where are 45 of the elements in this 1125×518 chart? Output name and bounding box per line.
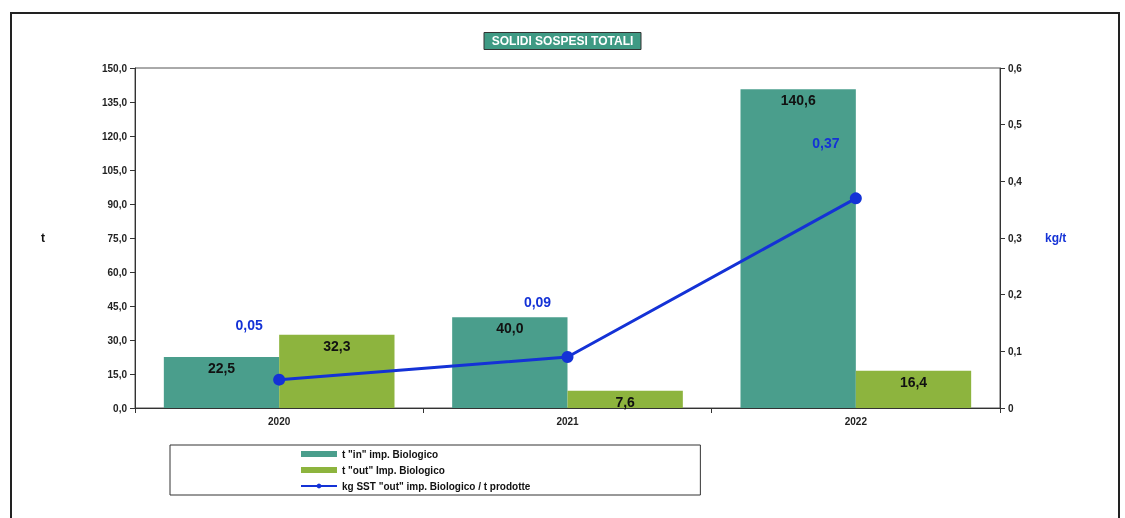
x-tick-label: 2021 xyxy=(556,415,580,427)
y-axis-title: t xyxy=(41,231,45,245)
bar xyxy=(279,334,395,408)
data-label: 16,4 xyxy=(899,373,928,390)
point xyxy=(849,192,862,205)
y2-tick-label: 0,6 xyxy=(1008,62,1023,74)
y-tick-label: 45,0 xyxy=(107,300,128,312)
x-tick-label: 2022 xyxy=(844,415,868,427)
y2-axis-title: kg/t xyxy=(1045,231,1067,245)
bar xyxy=(740,89,856,408)
y-tick-label: 120,0 xyxy=(101,130,128,142)
y-tick-label: 105,0 xyxy=(101,164,128,176)
bar xyxy=(567,390,683,408)
y-tick-label: 15,0 xyxy=(107,368,128,380)
data-label: 7,6 xyxy=(615,393,636,410)
y-tick-label: 150,0 xyxy=(101,62,128,74)
bar xyxy=(855,370,972,408)
legend-label: kg SST "out" imp. Biologico / t prodotte xyxy=(342,480,531,492)
data-label: 32,3 xyxy=(323,337,351,354)
y-tick-label: 135,0 xyxy=(101,96,128,108)
data-label: 22,5 xyxy=(207,360,236,376)
point xyxy=(273,373,286,386)
data-label: 140,6 xyxy=(780,92,816,109)
y-tick-label: 30,0 xyxy=(107,334,128,346)
y-tick-label: 0,0 xyxy=(113,402,128,414)
chart-title: SOLIDI SOSPESI TOTALI xyxy=(491,34,634,48)
y2-tick-label: 0,1 xyxy=(1008,345,1023,357)
y2-tick-label: 0,3 xyxy=(1008,232,1023,244)
y2-tick-label: 0,5 xyxy=(1008,119,1023,131)
legend-label: t "in" imp. Biologico xyxy=(342,448,439,460)
y2-tick-label: 0,2 xyxy=(1008,289,1023,301)
bar xyxy=(452,317,568,408)
y2-tick-label: 0,4 xyxy=(1008,175,1023,187)
x-tick-label: 2020 xyxy=(268,415,291,427)
data-label: 0,05 xyxy=(235,316,263,333)
point xyxy=(561,351,574,363)
y-tick-label: 90,0 xyxy=(107,198,128,210)
bar xyxy=(163,357,280,408)
y2-tick-label: 0 xyxy=(1008,402,1014,414)
y-tick-label: 60,0 xyxy=(107,266,128,278)
data-label: 0,09 xyxy=(523,294,552,310)
data-label: 0,37 xyxy=(812,135,840,152)
y-tick-label: 75,0 xyxy=(107,232,128,244)
legend-label: t "out" Imp. Biologico xyxy=(342,464,445,476)
data-label: 40,0 xyxy=(496,320,524,337)
